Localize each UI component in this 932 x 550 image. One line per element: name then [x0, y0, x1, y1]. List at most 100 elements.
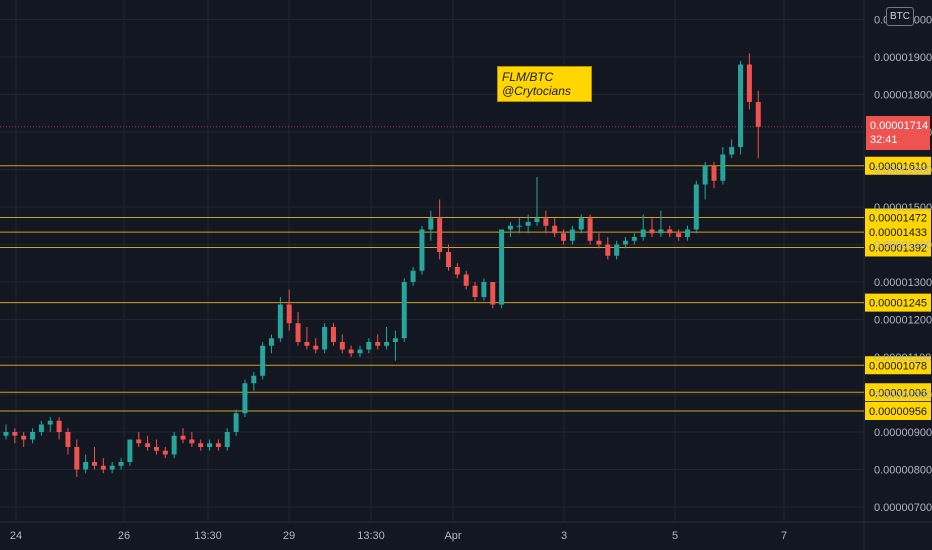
chart-annotation[interactable]: FLM/BTC @Crytocians — [497, 66, 592, 102]
candle-body — [569, 229, 575, 241]
level-label: 0.00001472 — [869, 213, 927, 225]
level-label: 0.00001006 — [869, 387, 927, 399]
candle-body — [348, 349, 354, 354]
y-tick-label: 0.00000800 — [874, 465, 932, 477]
candle-body — [490, 282, 496, 305]
candle-body — [419, 229, 425, 271]
candle-body — [507, 225, 513, 230]
level-label: 0.00001610 — [869, 161, 927, 173]
candle-body — [729, 147, 735, 155]
level-label: 0.00001392 — [869, 243, 927, 255]
level-label-bg — [865, 356, 931, 375]
candle-body — [136, 439, 142, 444]
candle-body — [339, 342, 345, 350]
candle-body — [65, 432, 71, 447]
candle-body — [12, 432, 18, 436]
y-tick-label: 0.00001000 — [874, 390, 932, 402]
candle-body — [401, 282, 407, 339]
candle-body — [92, 462, 97, 466]
candle-body — [242, 383, 248, 414]
y-tick-label: 0.00001900 — [874, 52, 932, 64]
candle-body — [21, 435, 27, 440]
candle-body — [578, 218, 584, 230]
y-tick-label: 0.00000700 — [874, 502, 932, 514]
candle-body — [207, 443, 213, 447]
level-label: 0.00000956 — [869, 406, 927, 418]
current-price-label: 0.00001714 32:41 — [866, 116, 930, 150]
candle-body — [145, 443, 151, 447]
candle-body — [198, 443, 204, 447]
level-label-bg — [865, 238, 931, 257]
candle-body — [74, 447, 80, 470]
candle-body — [561, 233, 567, 241]
candle-body — [649, 229, 655, 234]
candle-body — [180, 435, 186, 440]
candle-body — [525, 222, 531, 226]
candle-body — [330, 327, 336, 342]
candle-body — [658, 229, 664, 234]
candle-body — [702, 165, 708, 185]
candle-body — [30, 432, 36, 440]
y-tick-label: 0.00001600 — [874, 165, 932, 177]
candle-body — [118, 462, 124, 466]
symbol-button[interactable]: BTC — [886, 7, 914, 26]
candle-body — [437, 218, 443, 252]
candle-body — [357, 349, 363, 354]
level-label: 0.00001433 — [869, 227, 927, 239]
candle-body — [189, 439, 195, 444]
candle-body — [684, 229, 690, 237]
candle-body — [587, 218, 593, 241]
x-tick-label: 26 — [118, 530, 130, 542]
y-tick-label: 0.00001500 — [874, 202, 932, 214]
candle-body — [738, 64, 744, 147]
candle-body — [47, 420, 53, 425]
candle-body — [100, 465, 106, 470]
candle-body — [286, 304, 292, 324]
current-price-value: 0.00001714 — [870, 120, 929, 132]
x-tick-label: 13:30 — [194, 530, 222, 542]
candle-body — [233, 413, 239, 432]
annotation-line-2: @Crytocians — [502, 84, 571, 98]
candle-body — [463, 274, 469, 286]
horizontal-levels: 0.00001610 0.00001472 0.00001433 0.00001392… — [0, 126, 931, 420]
candle-body — [676, 233, 682, 237]
y-axis: 0.00000700 0.00000800 0.00000900 0.00001000… — [874, 15, 932, 515]
candle-body — [614, 244, 620, 256]
candle-body — [552, 225, 558, 234]
candle-body — [295, 323, 301, 342]
candle-body — [251, 375, 257, 384]
candle-body — [269, 338, 274, 346]
candle-body — [392, 338, 398, 342]
annotation-line-1: FLM/BTC — [502, 70, 554, 84]
x-tick-label: Apr — [444, 530, 461, 542]
candle-body — [224, 432, 230, 447]
candle-body — [384, 342, 390, 346]
y-tick-label: 0.00001200 — [874, 315, 932, 327]
candle-body — [605, 244, 611, 256]
candle-body — [215, 443, 221, 447]
candle-body — [623, 240, 628, 245]
candle-body — [428, 218, 434, 230]
level-label-bg — [865, 293, 931, 312]
candle-body — [720, 154, 726, 181]
y-tick-label: 0.00001300 — [874, 277, 932, 289]
candle-body — [277, 304, 283, 339]
current-price-countdown: 32:41 — [870, 134, 898, 146]
candle-body — [260, 345, 266, 376]
candle-body — [667, 229, 673, 234]
candle-body — [472, 285, 478, 297]
x-tick-label: 29 — [283, 530, 295, 542]
candle-body — [481, 282, 487, 297]
candle-body — [162, 450, 168, 455]
candle-body — [454, 267, 460, 275]
candle-body — [640, 229, 646, 237]
candle-body — [534, 218, 540, 222]
level-label: 0.00001078 — [869, 360, 927, 372]
candle-body — [516, 225, 522, 227]
candle-body — [543, 218, 549, 226]
candle-body — [56, 420, 62, 432]
level-label-bg — [865, 402, 931, 420]
candle-body — [446, 252, 451, 267]
x-tick-label: 5 — [672, 530, 678, 542]
